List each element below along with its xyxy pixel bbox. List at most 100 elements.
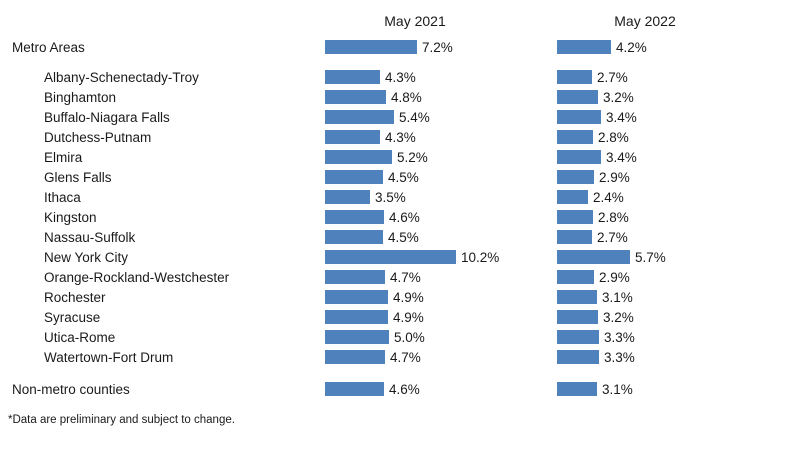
value-label: 4.5% xyxy=(388,169,419,185)
value-label: 4.2% xyxy=(616,39,647,55)
value-label: 7.2% xyxy=(422,39,453,55)
bar-may-2021 xyxy=(325,350,385,364)
bar-may-2022 xyxy=(557,290,597,304)
bar-cell-may-2021: 5.2% xyxy=(325,147,557,167)
bar-row-group: Metro Areas 7.2% 4.2% xyxy=(0,37,800,57)
bar-may-2021 xyxy=(325,90,386,104)
bar-cell-may-2021: 7.2% xyxy=(325,37,557,57)
category-label: Binghamton xyxy=(44,89,117,105)
value-label: 4.6% xyxy=(389,381,420,397)
chart-rows: Metro Areas 7.2% 4.2% Albany-Schenectady-Tr… xyxy=(0,37,800,399)
value-label: 5.2% xyxy=(397,149,428,165)
category-label: Syracuse xyxy=(44,309,101,325)
value-label: 3.4% xyxy=(606,109,637,125)
value-label: 4.7% xyxy=(390,269,421,285)
bar-row: Watertown-Fort Drum 4.7% 3.3% xyxy=(0,347,800,367)
category-label: Rochester xyxy=(44,289,106,305)
bar-row: Syracuse 4.9% 3.2% xyxy=(0,307,800,327)
footnote: *Data are preliminary and subject to cha… xyxy=(8,414,235,426)
bar-may-2022 xyxy=(557,40,611,54)
bar-may-2021 xyxy=(325,130,380,144)
bar-cell-may-2022: 2.4% xyxy=(557,187,800,207)
bar-cell-may-2022: 3.3% xyxy=(557,327,800,347)
value-label: 5.0% xyxy=(394,329,425,345)
category-label: Elmira xyxy=(44,149,83,165)
bar-row: New York City 10.2% 5.7% xyxy=(0,247,800,267)
value-label: 3.1% xyxy=(602,289,633,305)
bar-cell-may-2021: 5.4% xyxy=(325,107,557,127)
bar-row: Glens Falls 4.5% 2.9% xyxy=(0,167,800,187)
bar-cell-may-2022: 3.2% xyxy=(557,87,800,107)
bar-may-2022 xyxy=(557,250,630,264)
bar-cell-may-2021: 4.9% xyxy=(325,287,557,307)
category-label: Ithaca xyxy=(44,189,81,205)
bar-row: Nassau-Suffolk 4.5% 2.7% xyxy=(0,227,800,247)
bar-may-2022 xyxy=(557,130,593,144)
bar-may-2021 xyxy=(325,170,383,184)
value-label: 4.3% xyxy=(385,69,416,85)
category-label: New York City xyxy=(44,249,129,265)
value-label: 2.8% xyxy=(598,209,629,225)
bar-row: Rochester 4.9% 3.1% xyxy=(0,287,800,307)
bar-may-2021 xyxy=(325,150,392,164)
bar-may-2022 xyxy=(557,70,592,84)
value-label: 3.2% xyxy=(603,89,634,105)
value-label: 3.2% xyxy=(603,309,634,325)
category-label: Metro Areas xyxy=(12,39,85,55)
bar-may-2022 xyxy=(557,330,599,344)
category-label: Orange-Rockland-Westchester xyxy=(44,269,230,285)
bar-cell-may-2021: 4.5% xyxy=(325,227,557,247)
bar-may-2022 xyxy=(557,382,597,396)
value-label: 2.9% xyxy=(599,169,630,185)
category-label: Non-metro counties xyxy=(12,381,130,397)
bar-may-2021 xyxy=(325,210,384,224)
category-label: Nassau-Suffolk xyxy=(44,229,136,245)
value-label: 5.7% xyxy=(635,249,666,265)
bar-may-2022 xyxy=(557,350,599,364)
bar-may-2022 xyxy=(557,270,594,284)
value-label: 2.7% xyxy=(597,229,628,245)
value-label: 4.9% xyxy=(393,309,424,325)
bar-may-2022 xyxy=(557,310,598,324)
value-label: 3.3% xyxy=(604,329,635,345)
category-label: Buffalo-Niagara Falls xyxy=(44,109,170,125)
bar-may-2022 xyxy=(557,150,601,164)
category-label: Glens Falls xyxy=(44,169,112,185)
bar-cell-may-2022: 2.7% xyxy=(557,227,800,247)
category-label: Watertown-Fort Drum xyxy=(44,349,174,365)
bar-may-2021 xyxy=(325,110,394,124)
category-label: Kingston xyxy=(44,209,97,225)
value-label: 2.4% xyxy=(593,189,624,205)
bar-may-2021 xyxy=(325,382,384,396)
bar-may-2021 xyxy=(325,250,456,264)
value-label: 3.3% xyxy=(604,349,635,365)
bar-may-2021 xyxy=(325,330,389,344)
bar-cell-may-2022: 3.4% xyxy=(557,107,800,127)
bar-cell-may-2022: 2.8% xyxy=(557,207,800,227)
bar-row: Buffalo-Niagara Falls 5.4% 3.4% xyxy=(0,107,800,127)
value-label: 10.2% xyxy=(461,249,500,265)
bar-may-2022 xyxy=(557,230,592,244)
bar-row-group: Non-metro counties 4.6% 3.1% xyxy=(0,379,800,399)
bar-cell-may-2022: 2.7% xyxy=(557,67,800,87)
value-label: 2.7% xyxy=(597,69,628,85)
bar-row: Orange-Rockland-Westchester 4.7% 2.9% xyxy=(0,267,800,287)
column-header-may-2022: May 2022 xyxy=(614,13,676,29)
value-label: 4.3% xyxy=(385,129,416,145)
bar-row: Albany-Schenectady-Troy 4.3% 2.7% xyxy=(0,67,800,87)
bar-cell-may-2021: 4.9% xyxy=(325,307,557,327)
value-label: 4.5% xyxy=(388,229,419,245)
value-label: 4.7% xyxy=(390,349,421,365)
bar-cell-may-2021: 4.7% xyxy=(325,267,557,287)
column-header-may-2021: May 2021 xyxy=(384,13,446,29)
category-label: Dutchess-Putnam xyxy=(44,129,152,145)
bar-cell-may-2022: 3.1% xyxy=(557,287,800,307)
bar-row: Elmira 5.2% 3.4% xyxy=(0,147,800,167)
value-label: 2.8% xyxy=(598,129,629,145)
value-label: 3.4% xyxy=(606,149,637,165)
bar-may-2021 xyxy=(325,190,370,204)
bar-cell-may-2022: 5.7% xyxy=(557,247,800,267)
bar-cell-may-2022: 3.1% xyxy=(557,379,800,399)
bar-may-2021 xyxy=(325,310,388,324)
value-label: 4.8% xyxy=(391,89,422,105)
